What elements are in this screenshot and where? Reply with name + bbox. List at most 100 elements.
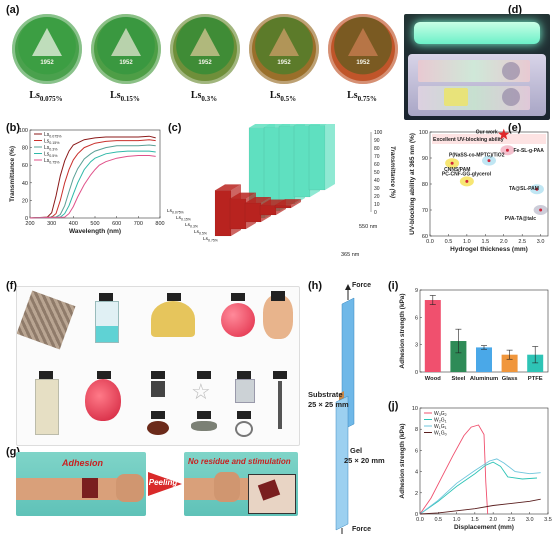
point-label: Our work: [476, 130, 498, 136]
point-marker: [539, 208, 543, 212]
y-tick-label: 90: [422, 156, 428, 162]
y-tick-label: 20: [22, 198, 28, 204]
x-tick-label: 2.5: [508, 517, 516, 523]
legend-label: Ls0.15%: [44, 139, 60, 146]
y-tick-label: 4: [415, 470, 418, 476]
legend-label: W1G1: [434, 424, 447, 430]
ginkgo-leaf: [151, 301, 195, 337]
adhesion-bar-chart: 0 3 6 9 Adhesion strength (kPa) Wood Steel Alum…: [399, 288, 549, 382]
substrate-plate-lower: [335, 395, 349, 531]
category-label: Ls0.5%: [194, 229, 207, 236]
holder-clip: [97, 371, 111, 379]
x-tick-label: 3.5: [544, 517, 552, 523]
holder-clip: [151, 411, 165, 419]
panel-label-f: (f): [6, 280, 17, 292]
bar-top: [215, 184, 241, 191]
category-label: Aluminum: [470, 376, 498, 382]
x-tick-label: 0.0: [416, 517, 424, 523]
transmittance-3d-bar-chart: 0 10 20 30 40 50 60 70 80 90 100 Transmittance (%) L…: [167, 124, 395, 258]
coin-3: 1952: [170, 14, 240, 84]
y-tick-label: 60: [22, 163, 28, 169]
coin-year: 1952: [119, 60, 133, 66]
point-label: P(NaSS-co-MPTC)/TiO2: [449, 153, 505, 159]
x-tick-label: 2.5: [518, 239, 526, 245]
coin-year: 1952: [277, 60, 291, 66]
substrate-label: Substrate: [308, 390, 343, 399]
portrait-mark: [502, 62, 520, 80]
textile-sample: [17, 290, 76, 350]
point-label: PVA-TA@talc: [505, 216, 537, 222]
x-tick-label: 200: [25, 221, 34, 227]
panel-label-a: (a): [6, 4, 20, 16]
z-tick-label: 80: [374, 146, 380, 152]
z-tick-label: 10: [374, 202, 380, 208]
legend-label: Ls0.5%: [44, 152, 58, 159]
row-label: 550 nm: [359, 224, 378, 230]
coin-year: 1952: [40, 60, 54, 66]
hydrogel-sample: [444, 88, 468, 106]
z-tick-label: 30: [374, 186, 380, 192]
category-label: Glass: [502, 376, 518, 382]
bar-top: [279, 124, 299, 127]
y-tick-label: 6: [415, 448, 418, 454]
y-tick-label: 70: [422, 208, 428, 214]
grey-vial: [235, 379, 255, 403]
holder-clip: [271, 291, 285, 301]
point-label: Fe-SL-g-PAA: [513, 148, 544, 154]
coin-emblem: [190, 28, 220, 56]
finger-holding: [263, 295, 293, 339]
y-tick-label: 6: [415, 315, 418, 321]
panel-label-b: (b): [6, 122, 21, 134]
series-line: [29, 135, 156, 219]
panel-label-d: (d): [508, 4, 523, 16]
point-label: TA@SL-PAM: [509, 186, 539, 192]
z-tick-label: 50: [374, 170, 380, 176]
x-tick-label: 1.0: [453, 517, 461, 523]
holder-clip: [273, 371, 287, 379]
y-tick-label: 0: [25, 216, 28, 222]
holder-clip: [197, 371, 211, 379]
y-tick-label: 100: [19, 128, 28, 134]
legend-label: W2G1: [434, 418, 447, 424]
y-tick-label: 0: [415, 370, 418, 376]
uv-lamp-tube: [414, 22, 540, 44]
red-ball: [221, 303, 255, 337]
series-line: [29, 155, 156, 219]
bar: [450, 341, 467, 372]
coin-emblem: [269, 28, 299, 56]
bar: [476, 347, 492, 372]
y-tick-label: 2: [415, 491, 418, 497]
highlight-band: [432, 134, 546, 144]
series-line: [419, 424, 489, 515]
rubber-bulb: [85, 379, 121, 421]
bar-front: [308, 125, 326, 191]
bar-front: [274, 205, 292, 209]
holder-clip: [231, 293, 245, 301]
hand: [214, 472, 240, 502]
x-tick-label: 1.5: [471, 517, 479, 523]
stone-piece: [191, 421, 217, 431]
portrait-mark-2: [502, 88, 520, 106]
bar-top: [260, 199, 286, 206]
panel-label-i: (i): [388, 280, 399, 292]
series-line: [419, 498, 541, 515]
bar-front: [259, 205, 277, 216]
category-label: Ls0.75%: [203, 236, 218, 243]
series-line: [419, 461, 538, 515]
lap-shear-schematic: [335, 284, 355, 534]
peeling-arrow: [148, 472, 182, 496]
coin-label: Ls0.3%: [190, 90, 218, 103]
coin-row: 1952 Ls0.075% 1952 Ls0.15% 1952 Ls0.3% 1952 Ls0…: [8, 14, 398, 122]
y-tick-label: 60: [422, 234, 428, 240]
x-axis-label: Wavelength (nm): [69, 228, 121, 235]
point-marker: [450, 161, 454, 165]
x-tick-label: 2.0: [500, 239, 508, 245]
y-axis-label: UV-blocking ability at 365 nm (%): [409, 133, 416, 235]
x-tick-label: 3.0: [526, 517, 534, 523]
x-tick-label: 300: [47, 221, 56, 227]
legend-label: W3G2: [434, 411, 447, 417]
coin-label: Ls0.75%: [347, 90, 377, 103]
bar-top: [230, 192, 256, 199]
x-tick-label: 2.0: [489, 517, 497, 523]
series-line: [29, 150, 156, 219]
